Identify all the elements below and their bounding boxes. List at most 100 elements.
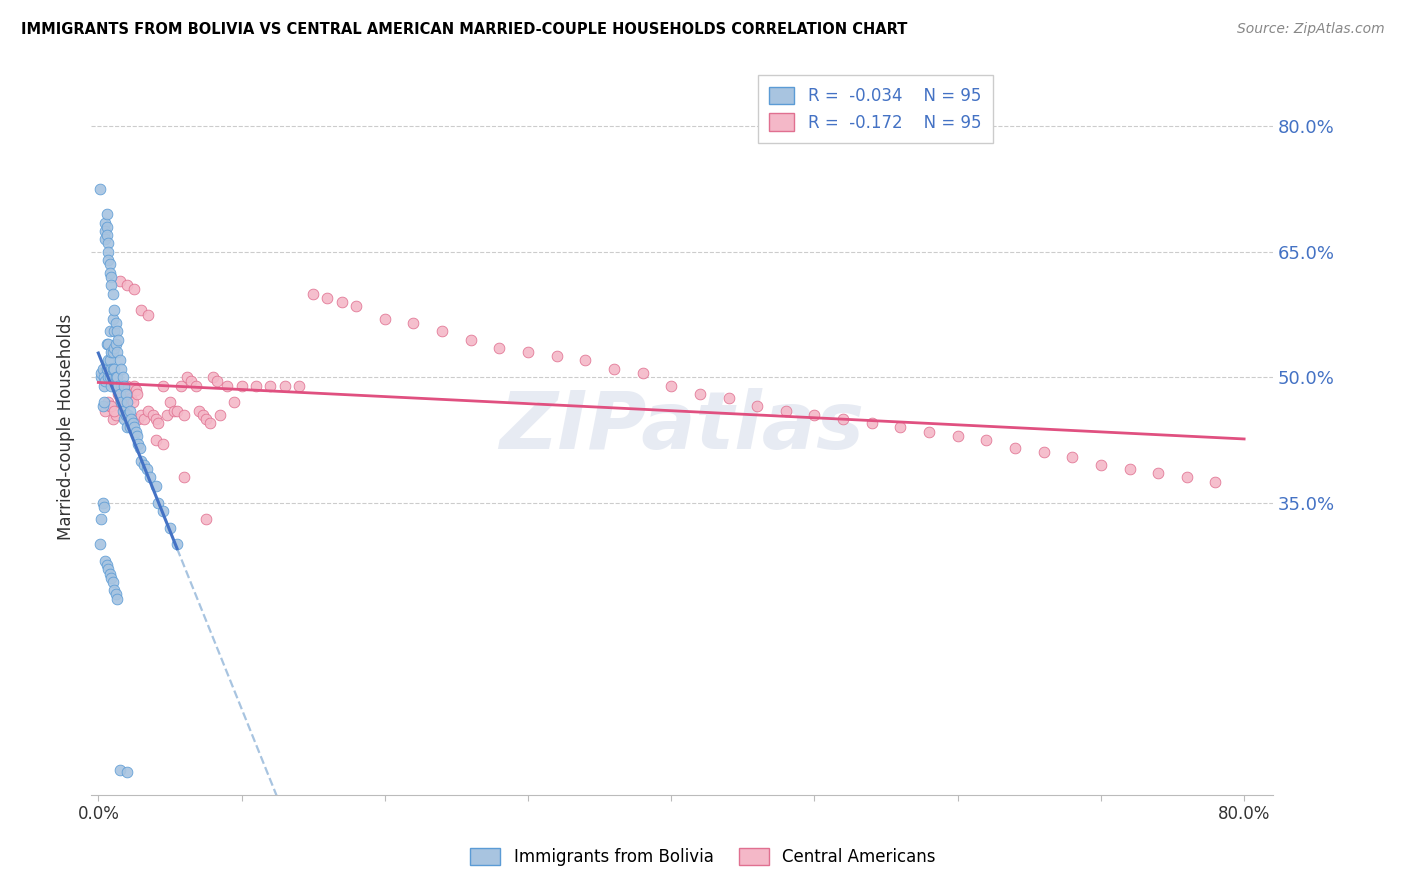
Point — [105, 370, 128, 384]
Point — [129, 303, 152, 318]
Point — [98, 400, 121, 414]
Point — [104, 336, 127, 351]
Point — [105, 345, 128, 359]
Point — [97, 336, 120, 351]
Point — [173, 470, 195, 484]
Point — [118, 403, 141, 417]
Point — [120, 412, 142, 426]
Point — [110, 395, 132, 409]
Point — [101, 361, 124, 376]
Point — [97, 236, 120, 251]
Text: Source: ZipAtlas.com: Source: ZipAtlas.com — [1237, 22, 1385, 37]
Point — [832, 412, 855, 426]
Point — [89, 537, 111, 551]
Point — [139, 470, 162, 484]
Point — [100, 378, 122, 392]
Point — [105, 591, 128, 606]
Point — [98, 370, 121, 384]
Point — [100, 571, 122, 585]
Point — [121, 416, 143, 430]
Point — [1175, 470, 1198, 484]
Point — [114, 408, 136, 422]
Point — [124, 383, 146, 397]
Point — [91, 400, 114, 414]
Point — [184, 378, 207, 392]
Point — [108, 353, 131, 368]
Point — [103, 403, 125, 417]
Point — [103, 303, 125, 318]
Point — [145, 433, 167, 447]
Point — [91, 361, 114, 376]
Legend: Immigrants from Bolivia, Central Americans: Immigrants from Bolivia, Central America… — [464, 841, 942, 873]
Point — [152, 437, 174, 451]
Point — [103, 341, 125, 355]
Point — [1032, 445, 1054, 459]
Point — [112, 412, 135, 426]
Point — [142, 408, 165, 422]
Point — [1090, 458, 1112, 472]
Point — [98, 324, 121, 338]
Point — [112, 378, 135, 392]
Point — [159, 521, 181, 535]
Point — [93, 378, 115, 392]
Point — [115, 764, 138, 779]
Point — [97, 253, 120, 268]
Point — [976, 433, 998, 447]
Point — [100, 400, 122, 414]
Point — [114, 408, 136, 422]
Point — [259, 378, 281, 392]
Point — [918, 425, 941, 439]
Y-axis label: Married-couple Households: Married-couple Households — [58, 314, 75, 541]
Point — [128, 441, 150, 455]
Point — [775, 403, 797, 417]
Point — [101, 574, 124, 589]
Point — [98, 266, 121, 280]
Point — [100, 345, 122, 359]
Point — [689, 387, 711, 401]
Point — [118, 387, 141, 401]
Point — [98, 566, 121, 581]
Point — [717, 391, 740, 405]
Point — [103, 361, 125, 376]
Point — [90, 366, 112, 380]
Point — [97, 353, 120, 368]
Point — [138, 403, 160, 417]
Point — [111, 403, 134, 417]
Point — [125, 428, 148, 442]
Point — [94, 375, 117, 389]
Point — [100, 269, 122, 284]
Point — [104, 587, 127, 601]
Point — [96, 558, 118, 573]
Point — [430, 324, 453, 338]
Point — [98, 257, 121, 271]
Point — [94, 232, 117, 246]
Point — [104, 370, 127, 384]
Point — [112, 403, 135, 417]
Point — [94, 216, 117, 230]
Point — [148, 495, 170, 509]
Point — [101, 286, 124, 301]
Point — [603, 361, 626, 376]
Point — [103, 583, 125, 598]
Point — [488, 341, 510, 355]
Point — [1118, 462, 1140, 476]
Point — [97, 395, 120, 409]
Point — [96, 207, 118, 221]
Point — [316, 291, 339, 305]
Point — [187, 403, 209, 417]
Point — [860, 416, 883, 430]
Point — [201, 370, 224, 384]
Point — [101, 345, 124, 359]
Point — [127, 412, 149, 426]
Text: IMMIGRANTS FROM BOLIVIA VS CENTRAL AMERICAN MARRIED-COUPLE HOUSEHOLDS CORRELATIO: IMMIGRANTS FROM BOLIVIA VS CENTRAL AMERI… — [21, 22, 907, 37]
Point — [148, 416, 170, 430]
Point — [110, 361, 132, 376]
Point — [224, 395, 246, 409]
Point — [302, 286, 325, 301]
Point — [122, 282, 145, 296]
Legend: R =  -0.034    N = 95, R =  -0.172    N = 95: R = -0.034 N = 95, R = -0.172 N = 95 — [758, 75, 993, 144]
Point — [205, 375, 228, 389]
Point — [138, 308, 160, 322]
Point — [194, 412, 217, 426]
Point — [94, 403, 117, 417]
